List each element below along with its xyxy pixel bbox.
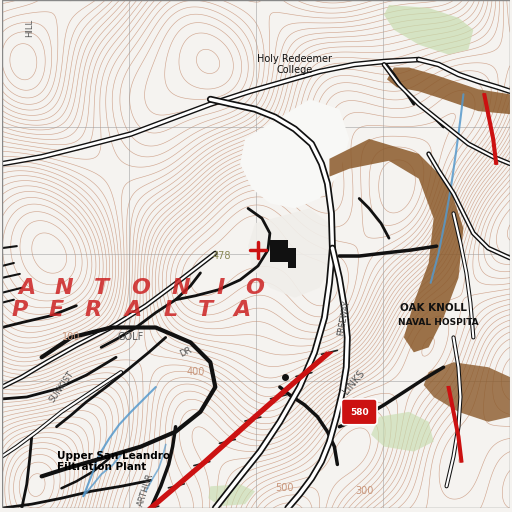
Text: 100: 100 [62, 332, 80, 343]
FancyBboxPatch shape [342, 399, 377, 425]
Text: T: T [94, 278, 109, 298]
Text: OAK KNOLL: OAK KNOLL [400, 303, 467, 313]
Text: N: N [171, 278, 190, 298]
Text: E: E [49, 300, 64, 319]
Text: R: R [84, 300, 102, 319]
Polygon shape [387, 68, 510, 114]
Polygon shape [240, 99, 349, 208]
Text: A: A [233, 300, 251, 319]
Text: LINKS: LINKS [342, 368, 367, 396]
Text: O: O [246, 278, 264, 298]
Text: DR: DR [178, 346, 193, 359]
Text: T: T [198, 300, 213, 319]
Text: SUNKIST: SUNKIST [48, 370, 75, 404]
Text: N: N [54, 278, 73, 298]
Polygon shape [208, 484, 255, 506]
Text: Upper San Leandro
Filtration Plant: Upper San Leandro Filtration Plant [56, 451, 169, 472]
Text: L: L [164, 300, 178, 319]
Text: I: I [216, 278, 224, 298]
Text: 580: 580 [350, 409, 369, 417]
Polygon shape [329, 139, 463, 352]
Text: 400: 400 [186, 367, 205, 377]
Text: P: P [12, 300, 28, 319]
Text: NAVAL HOSPITA: NAVAL HOSPITA [398, 318, 479, 327]
Text: A: A [18, 278, 35, 298]
Polygon shape [248, 208, 334, 298]
Polygon shape [424, 362, 510, 422]
Text: Holy Redeemer
College: Holy Redeemer College [257, 54, 332, 75]
Text: 478: 478 [213, 251, 231, 261]
Polygon shape [384, 5, 473, 55]
Text: ARTHUR: ARTHUR [136, 473, 156, 508]
Text: 300: 300 [355, 486, 373, 496]
Polygon shape [270, 240, 296, 268]
Text: GOLF: GOLF [118, 332, 144, 343]
Text: A: A [124, 300, 141, 319]
Text: HILL: HILL [25, 19, 34, 37]
Polygon shape [371, 412, 434, 452]
Text: FREEWAY: FREEWAY [337, 299, 352, 336]
Text: 500: 500 [275, 483, 294, 493]
Text: O: O [132, 278, 151, 298]
